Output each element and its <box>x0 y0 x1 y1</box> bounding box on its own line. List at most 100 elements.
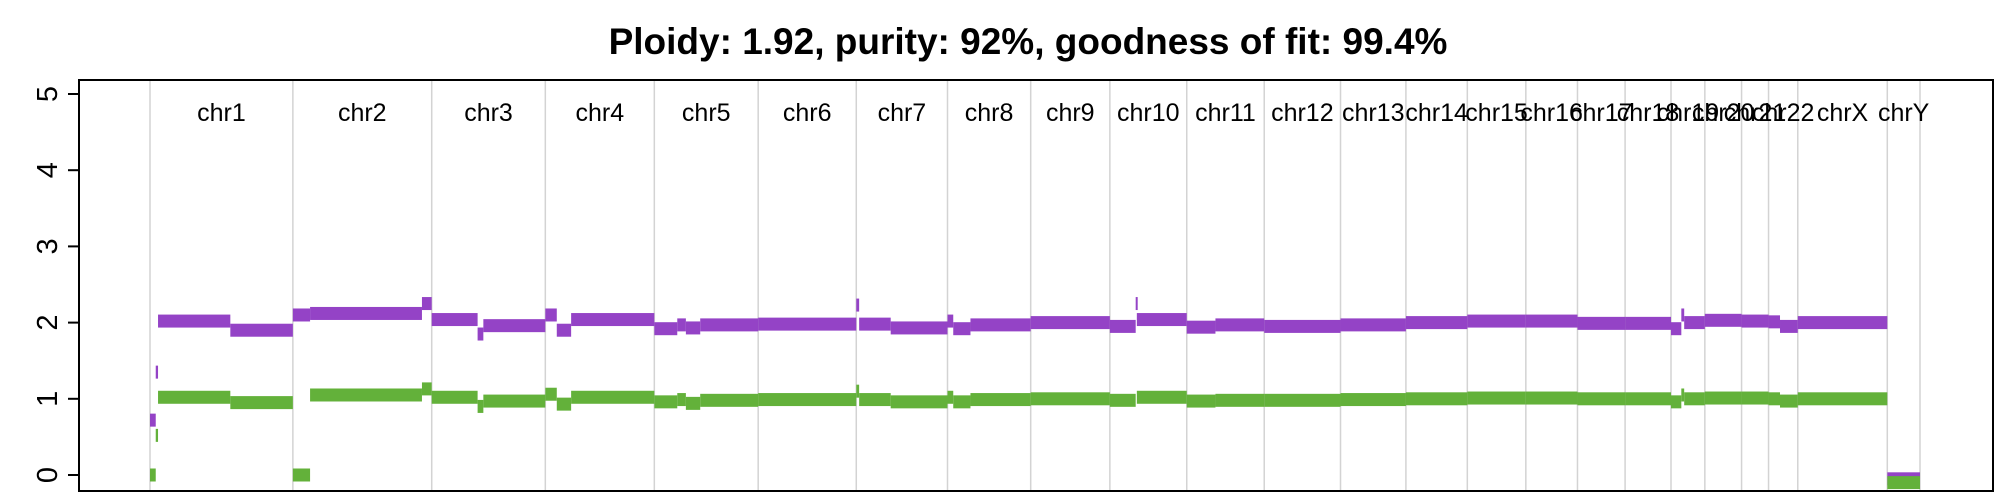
minor-allele-segment <box>431 390 478 404</box>
chromosome-labels: chr1 chr2 chr3 chr4 chr5 chr6 chr7 chr8 chr9 chr1… <box>197 99 1930 127</box>
total-copy-number-segment <box>970 318 1031 332</box>
minor-allele-segment <box>947 390 954 404</box>
total-copy-number-segment <box>556 323 572 337</box>
total-copy-number-segment <box>1670 322 1682 336</box>
minor-allele-segment <box>1525 391 1578 405</box>
minor-allele-segment <box>1109 393 1136 407</box>
minor-allele-segment <box>953 395 971 409</box>
minor-allele-segment <box>970 393 1031 407</box>
minor-allele-segment <box>158 390 231 404</box>
chromosome-label: chr9 <box>1046 99 1095 127</box>
total-copy-number-segment <box>1704 313 1742 327</box>
total-copy-number-segment <box>571 313 655 327</box>
minor-allele-segment <box>1670 395 1682 409</box>
total-copy-number-segment <box>1681 308 1685 322</box>
minor-allele-segment <box>1704 391 1742 405</box>
y-tick-label: 0 <box>32 467 64 483</box>
minor-allele-segment <box>1264 393 1341 407</box>
minor-allele-segment <box>1577 392 1626 406</box>
minor-allele-segment <box>1741 391 1769 405</box>
minor-allele-segment <box>677 393 686 407</box>
total-copy-number-segment <box>292 308 311 322</box>
chart-title: Ploidy: 1.92, purity: 92%, goodness of f… <box>609 21 1448 62</box>
minor-allele-segment <box>1215 393 1265 407</box>
minor-allele-segment <box>310 388 422 402</box>
total-copy-number-segment <box>1136 313 1187 327</box>
total-copy-number-segment <box>483 319 546 333</box>
minor-allele-segment <box>155 428 159 442</box>
minor-allele-segment <box>654 395 678 409</box>
total-copy-number-segment <box>1625 316 1671 330</box>
total-copy-number-segment <box>158 314 231 328</box>
total-copy-number-segment <box>953 322 971 336</box>
minor-allele-segment <box>483 394 546 408</box>
minor-allele-segment <box>1405 392 1468 406</box>
total-copy-number-segment <box>1684 316 1705 330</box>
minor-allele-segment <box>1030 392 1110 406</box>
y-axis: 0 1 2 3 4 5 <box>32 86 79 483</box>
total-copy-number-segment <box>1186 320 1216 334</box>
copy-number-segments <box>150 297 1920 490</box>
minor-allele-segment <box>292 468 311 482</box>
chromosome-label: chr15 <box>1465 99 1528 127</box>
total-copy-number-segment <box>150 413 156 427</box>
chromosome-label: chr7 <box>878 99 927 127</box>
total-copy-number-segment <box>1215 318 1265 332</box>
chromosome-label: chr13 <box>1342 99 1405 127</box>
chromosome-label: chr18 <box>1617 99 1680 127</box>
total-copy-number-segment <box>431 313 478 327</box>
chromosome-label: chr22 <box>1752 99 1815 127</box>
y-tick-label: 1 <box>32 391 64 407</box>
minor-allele-segment <box>1780 394 1798 408</box>
total-copy-number-segment <box>677 318 686 332</box>
total-copy-number-segment <box>1525 314 1578 328</box>
minor-allele-segment <box>1887 476 1920 490</box>
minor-allele-segment <box>685 396 701 410</box>
total-copy-number-segment <box>310 306 422 320</box>
y-tick-label: 4 <box>32 162 64 178</box>
chromosome-label: chr14 <box>1405 99 1468 127</box>
chromosome-grid <box>149 80 1921 491</box>
chromosome-label: chr4 <box>575 99 624 127</box>
total-copy-number-segment <box>1405 316 1468 330</box>
total-copy-number-segment <box>700 318 759 332</box>
total-copy-number-segment <box>859 317 891 331</box>
total-copy-number-segment <box>1030 316 1110 330</box>
total-copy-number-segment <box>1741 314 1769 328</box>
total-copy-number-segment <box>230 323 293 337</box>
total-copy-number-segment <box>421 297 432 311</box>
chromosome-label: chr16 <box>1520 99 1583 127</box>
minor-allele-segment <box>1768 392 1781 406</box>
minor-allele-segment <box>1625 392 1671 406</box>
y-tick-label: 3 <box>32 238 64 254</box>
minor-allele-segment <box>1467 391 1526 405</box>
chromosome-label: chr5 <box>682 99 731 127</box>
chromosome-label: chrY <box>1878 99 1930 127</box>
total-copy-number-segment <box>1797 316 1888 330</box>
total-copy-number-segment <box>155 365 159 379</box>
total-copy-number-segment <box>685 321 701 335</box>
chromosome-label: chr11 <box>1195 99 1256 127</box>
minor-allele-segment <box>890 395 948 409</box>
y-tick-label: 5 <box>32 86 64 102</box>
minor-allele-segment <box>1681 388 1685 402</box>
total-copy-number-segment <box>1768 315 1781 329</box>
minor-allele-segment <box>421 382 432 396</box>
chromosome-label: chrX <box>1817 99 1869 127</box>
minor-allele-segment <box>700 393 759 407</box>
chromosome-label: chr17 <box>1570 99 1633 127</box>
minor-allele-segment <box>758 393 857 407</box>
total-copy-number-segment <box>1467 314 1526 328</box>
chromosome-label: chr3 <box>464 99 513 127</box>
minor-allele-segment <box>556 397 572 411</box>
chromosome-label: chr6 <box>783 99 832 127</box>
minor-allele-segment <box>230 396 293 410</box>
minor-allele-segment <box>477 399 484 413</box>
total-copy-number-segment <box>545 308 557 322</box>
minor-allele-segment <box>1136 390 1187 404</box>
minor-allele-segment <box>545 387 557 401</box>
total-copy-number-segment <box>947 314 954 328</box>
chromosome-label: chr21 <box>1724 99 1787 127</box>
total-copy-number-segment <box>1109 319 1136 333</box>
